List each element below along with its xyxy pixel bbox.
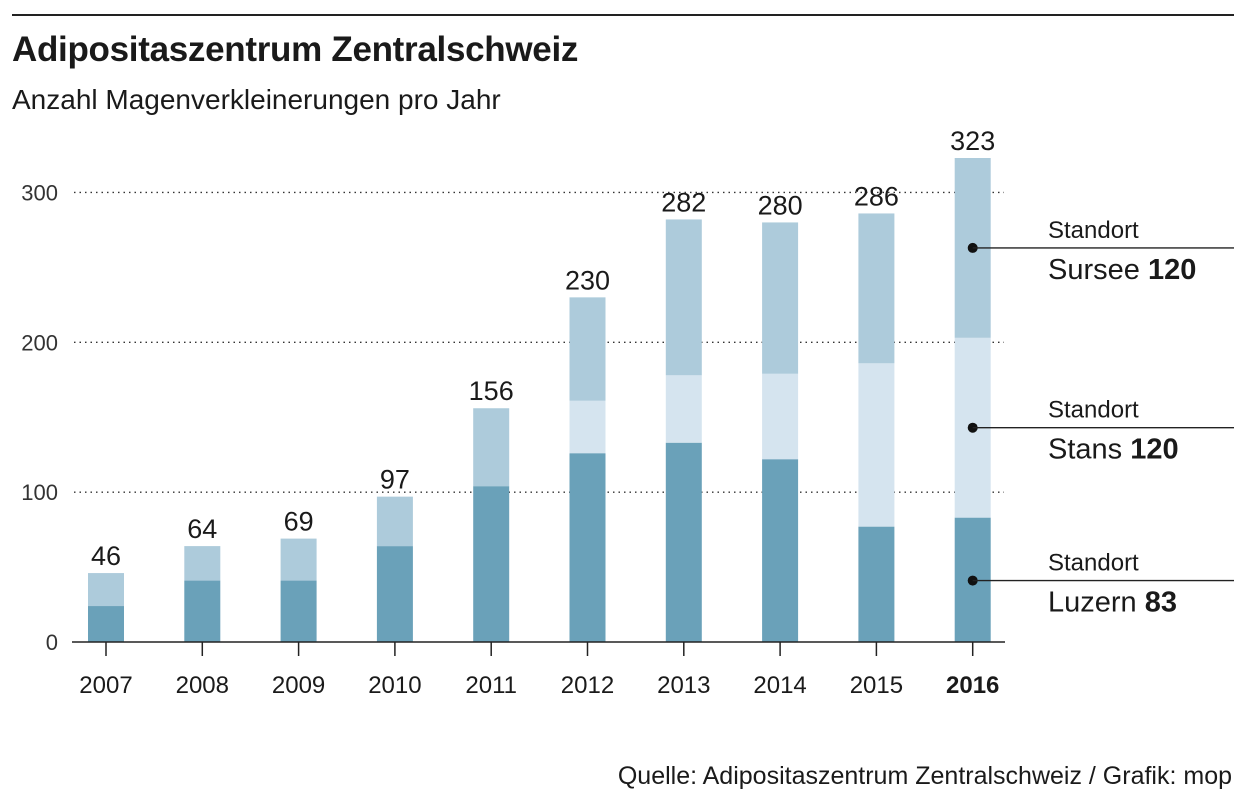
bar-stans-2013 [665,375,702,443]
bar-luzern-2009 [280,580,317,642]
top-rule [12,14,1234,16]
legend-label-luzern: Luzern 83 [1048,587,1177,619]
bar-luzern-2014 [762,459,799,642]
x-tick-label-2014: 2014 [753,672,806,699]
bar-luzern-2015 [858,526,895,642]
x-tick-label-2010: 2010 [368,672,421,699]
legend-name-stans: Stans [1048,434,1130,466]
x-tick-label-2013: 2013 [657,672,710,699]
source-credit: Quelle: Adipositaszentrum Zentralschweiz… [617,762,1232,790]
legend-name-luzern: Luzern [1048,587,1145,619]
x-tick-label-2008: 2008 [176,672,229,699]
bar-sursee-2007 [88,573,124,607]
legend-name-sursee: Sursee [1048,254,1148,286]
x-tick-label-2009: 2009 [272,672,325,699]
bar-luzern-2008 [184,580,221,642]
total-label-2016: 323 [950,126,995,156]
total-label-2008: 64 [187,514,217,544]
y-tick-label-200: 200 [21,330,58,355]
y-tick-label-300: 300 [21,180,58,205]
legend-value-luzern: 83 [1145,587,1177,619]
bar-stans-2014 [762,373,799,460]
x-tick-label-2015: 2015 [850,672,903,699]
bar-sursee-2008 [184,546,221,581]
total-label-2010: 97 [380,465,410,495]
total-label-2009: 69 [284,507,314,537]
chart-title: Adipositaszentrum Zentralschweiz [12,30,579,69]
y-tick-label-100: 100 [21,480,58,505]
legend-standort-luzern: Standort [1048,550,1139,577]
bar-stans-2012 [569,400,606,454]
x-tick-label-2016: 2016 [946,672,999,699]
bar-sursee-2010 [376,496,413,547]
legend-standort-stans: Standort [1048,397,1139,424]
y-tick-label-0: 0 [46,630,58,655]
total-label-2011: 156 [469,376,514,406]
bar-luzern-2010 [376,546,413,642]
total-label-2015: 286 [854,181,899,211]
bar-luzern-2012 [569,453,606,642]
bar-sursee-2012 [569,297,606,401]
total-label-2014: 280 [758,190,803,220]
legend-label-stans: Stans 120 [1048,434,1179,466]
total-label-2013: 282 [661,187,706,217]
bar-luzern-2013 [665,442,702,642]
bar-sursee-2014 [762,222,799,374]
bar-sursee-2015 [858,213,895,364]
x-tick-label-2007: 2007 [79,672,132,699]
bar-luzern-2007 [88,606,124,642]
legend-standort-sursee: Standort [1048,217,1139,244]
x-tick-label-2012: 2012 [561,672,614,699]
total-label-2007: 46 [91,541,121,571]
chart-subtitle: Anzahl Magenverkleinerungen pro Jahr [12,84,501,115]
bar-sursee-2011 [473,408,510,487]
x-tick-label-2011: 2011 [465,672,517,699]
bar-sursee-2009 [280,538,317,581]
bar-sursee-2013 [665,219,702,376]
bar-luzern-2011 [473,486,510,642]
total-label-2012: 230 [565,265,610,295]
legend-label-sursee: Sursee 120 [1048,254,1196,286]
legend-value-sursee: 120 [1148,254,1196,286]
legend-value-stans: 120 [1130,434,1178,466]
bar-stans-2015 [858,363,895,527]
